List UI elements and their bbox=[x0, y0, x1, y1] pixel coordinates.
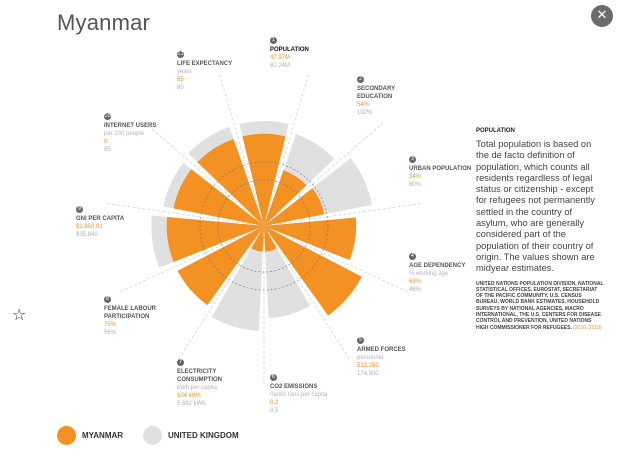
indicator-life-expectancy[interactable]: 11 LIFE EXPECTANCY years 65 80 bbox=[177, 50, 237, 92]
indicator-number-icon: 8 bbox=[104, 296, 111, 303]
indicator-gni-per-capita[interactable]: 9 GNI PER CAPITA $1,950.01 $35,840 bbox=[76, 205, 136, 239]
indicator-value-uk: 62.24M bbox=[270, 63, 291, 69]
indicator-unit: kWh per capita bbox=[177, 385, 218, 391]
indicator-value-uk: $35,840 bbox=[76, 232, 98, 238]
legend-label: MYANMAR bbox=[82, 431, 124, 440]
indicator-value-myanmar: 513,250 bbox=[357, 363, 379, 369]
divider-line bbox=[219, 74, 265, 227]
indicator-value-uk: 85 bbox=[104, 147, 111, 153]
indicator-number-icon: 9 bbox=[76, 206, 83, 213]
indicator-name: GNI PER CAPITA bbox=[76, 216, 125, 222]
myanmar-bar[interactable] bbox=[264, 226, 277, 252]
indicator-name: CO2 EMISSIONS bbox=[270, 384, 318, 390]
description-text: Total population is based on the de fact… bbox=[476, 139, 595, 274]
indicator-number-icon: 3 bbox=[409, 156, 416, 163]
myanmar-bar[interactable] bbox=[173, 169, 264, 226]
indicator-value-myanmar: 104 kWh bbox=[177, 393, 201, 399]
indicator-name: ELECTRICITY CONSUMPTION bbox=[177, 369, 222, 383]
myanmar-bar[interactable] bbox=[264, 188, 325, 226]
star-icon[interactable]: ☆ bbox=[12, 305, 27, 324]
indicator-female-labour[interactable]: 8 FEMALE LABOUR PARTICIPATION 75% 56% bbox=[104, 295, 164, 337]
indicator-value-uk: 8.5 bbox=[270, 408, 279, 414]
indicator-name: ARMED FORCES bbox=[357, 347, 406, 353]
myanmar-bar[interactable] bbox=[264, 217, 357, 261]
legend-swatch-uk bbox=[143, 426, 162, 445]
indicator-value-myanmar: 47.97M bbox=[270, 55, 291, 61]
indicator-unit: % working age bbox=[409, 271, 449, 277]
indicator-number-icon: 1 bbox=[270, 37, 277, 44]
indicator-age-dependency[interactable]: 4 AGE DEPENDENCY % working age 69% 46% bbox=[409, 252, 499, 294]
indicator-number-icon: 6 bbox=[270, 374, 277, 381]
indicator-value-uk: 5,692 kWh bbox=[177, 401, 206, 407]
divider-line bbox=[120, 225, 265, 292]
indicator-name: INTERNET USERS bbox=[104, 123, 157, 129]
indicator-number-icon: 5 bbox=[357, 337, 364, 344]
divider-line bbox=[263, 225, 350, 360]
indicator-name: URBAN POPULATION bbox=[409, 166, 472, 172]
source-text: UNITED NATIONS POPULATION DIVISION, NATI… bbox=[476, 280, 604, 331]
indicator-value-uk: 80 bbox=[177, 85, 184, 91]
indicator-number-icon: 11 bbox=[177, 51, 184, 58]
description-source: UNITED NATIONS POPULATION DIVISION, NATI… bbox=[476, 281, 604, 331]
indicator-secondary-education[interactable]: 2 SECONDARY EDUCATION 54% 102% bbox=[357, 75, 417, 117]
reference-circle bbox=[217, 179, 311, 273]
indicator-unit: years bbox=[177, 69, 192, 75]
indicator-value-uk: 46% bbox=[409, 287, 422, 293]
divider-line bbox=[263, 74, 309, 227]
indicator-armed-forces[interactable]: 5 ARMED FORCES personnel 513,250 174,500 bbox=[357, 336, 447, 378]
indicator-value-myanmar: 54% bbox=[357, 102, 370, 108]
indicator-unit: per 100 people bbox=[104, 131, 145, 137]
divider-line bbox=[107, 203, 265, 227]
indicator-value-myanmar: 34% bbox=[409, 174, 422, 180]
indicator-value-myanmar: 0.2 bbox=[270, 400, 279, 406]
indicator-value-myanmar: 65 bbox=[177, 77, 184, 83]
close-icon[interactable]: ✕ bbox=[591, 5, 613, 27]
indicator-number-icon: 10 bbox=[104, 113, 111, 120]
source-years[interactable]: (2010, 2010) bbox=[573, 324, 602, 331]
legend-label: UNITED KINGDOM bbox=[168, 431, 239, 440]
indicator-co2-emissions[interactable]: 6 CO2 EMISSIONS metric tons per capita 0… bbox=[270, 373, 330, 415]
indicator-name: POPULATION bbox=[270, 47, 309, 53]
indicator-internet-users[interactable]: 10 INTERNET USERS per 100 people 0 85 bbox=[104, 112, 164, 154]
indicator-unit: personnel bbox=[357, 355, 384, 361]
myanmar-bar[interactable] bbox=[177, 226, 264, 306]
indicator-value-myanmar: $1,950.01 bbox=[76, 224, 103, 230]
page-title: Myanmar bbox=[57, 10, 151, 35]
myanmar-bar[interactable] bbox=[264, 226, 362, 316]
divider-line bbox=[144, 122, 265, 227]
indicator-value-uk: 56% bbox=[104, 330, 117, 336]
divider-line bbox=[263, 122, 384, 227]
description-panel: POPULATION Total population is based on … bbox=[476, 128, 604, 331]
indicator-electricity-consumption[interactable]: 7 ELECTRICITY CONSUMPTION kWh per capita… bbox=[177, 358, 237, 408]
indicator-number-icon: 4 bbox=[409, 253, 416, 260]
indicator-number-icon: 7 bbox=[177, 359, 184, 366]
indicator-value-myanmar: 0 bbox=[104, 139, 108, 145]
indicator-urban-population[interactable]: 3 URBAN POPULATION 34% 80% bbox=[409, 155, 499, 189]
indicator-value-uk: 102% bbox=[357, 110, 373, 116]
uk-bar[interactable] bbox=[264, 226, 310, 319]
myanmar-bar[interactable] bbox=[166, 216, 264, 262]
divider-line bbox=[263, 203, 421, 227]
indicator-value-uk: 80% bbox=[409, 182, 422, 188]
indicator-name: LIFE EXPECTANCY bbox=[177, 61, 233, 67]
uk-bar[interactable] bbox=[211, 226, 264, 331]
myanmar-bar[interactable] bbox=[197, 138, 264, 226]
indicator-population[interactable]: 1 POPULATION 47.97M 62.24M bbox=[270, 36, 360, 70]
indicator-value-myanmar: 69% bbox=[409, 279, 422, 285]
indicator-number-icon: 2 bbox=[357, 76, 364, 83]
divider-line bbox=[178, 225, 265, 360]
indicator-name: SECONDARY EDUCATION bbox=[357, 86, 396, 100]
description-title: POPULATION bbox=[476, 128, 515, 134]
indicator-name: AGE DEPENDENCY bbox=[409, 263, 466, 269]
myanmar-bar[interactable] bbox=[264, 170, 307, 226]
indicator-value-uk: 174,500 bbox=[357, 371, 379, 377]
myanmar-bar[interactable] bbox=[251, 226, 264, 252]
legend-swatch-myanmar bbox=[57, 426, 76, 445]
reference-circle bbox=[199, 161, 329, 291]
indicator-name: FEMALE LABOUR PARTICIPATION bbox=[104, 306, 156, 320]
indicator-unit: metric tons per capita bbox=[270, 392, 328, 398]
indicator-value-myanmar: 75% bbox=[104, 322, 117, 328]
divider-line bbox=[263, 225, 408, 292]
